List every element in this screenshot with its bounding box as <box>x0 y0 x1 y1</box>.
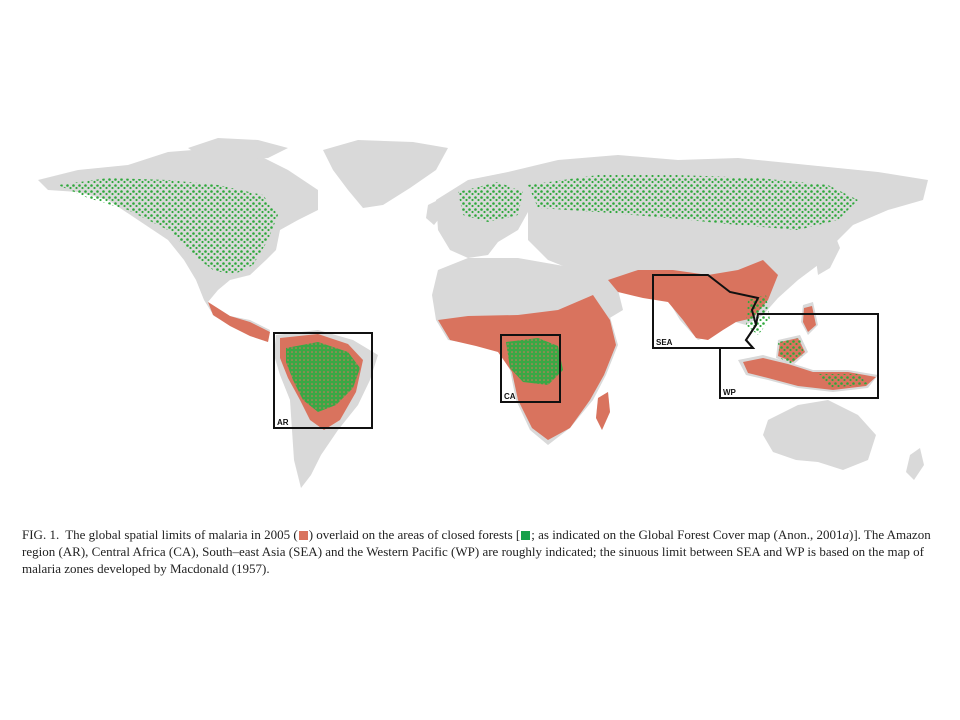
malaria-central-america <box>208 302 270 342</box>
forest-indonesia <box>778 338 868 388</box>
land-australia <box>763 400 876 470</box>
region-label-wp: WP <box>723 388 737 397</box>
caption-part-1: The global spatial limits of malaria in … <box>65 527 298 542</box>
forest-amazon <box>286 342 360 412</box>
malaria-philippines <box>803 306 816 332</box>
land-new-zealand <box>906 448 924 480</box>
region-labels: AR CA SEA WP <box>277 338 737 427</box>
land-japan <box>816 230 840 275</box>
region-box-sea <box>652 274 760 349</box>
caption-part-4: )]. The Amazon region (AR), Central Afri… <box>22 527 931 576</box>
region-label-ar: AR <box>277 418 289 427</box>
land-north-america <box>38 148 318 342</box>
malaria-madagascar <box>596 392 610 430</box>
caption-part-2: ) overlaid on the areas of closed forest… <box>308 527 521 542</box>
region-box-wp <box>719 313 879 399</box>
caption-part-3-italic: a <box>842 527 849 542</box>
region-box-ca <box>500 334 561 403</box>
forest-europe <box>458 182 523 222</box>
caption-part-3: ; as indicated on the Global Forest Cove… <box>531 527 843 542</box>
land-uk <box>426 200 442 225</box>
forest-layer <box>58 175 868 412</box>
land-greenland <box>323 140 448 208</box>
land-arabia <box>558 265 623 322</box>
malaria-swatch <box>298 531 308 540</box>
forest-siberia <box>528 175 858 230</box>
world-map: AR CA SEA WP <box>38 138 928 488</box>
region-box-ar <box>273 332 373 429</box>
region-boxes <box>273 274 879 429</box>
forest-congo <box>506 338 563 385</box>
region-label-ca: CA <box>504 392 516 401</box>
land-arctic-islands <box>188 138 288 160</box>
forest-swatch <box>521 531 531 540</box>
forest-north-america <box>58 178 278 275</box>
figure-caption: FIG. 1. The global spatial limits of mala… <box>22 526 940 577</box>
malaria-south-asia <box>608 260 778 340</box>
region-label-sea: SEA <box>656 338 673 347</box>
figure-label: FIG. 1. <box>22 527 60 542</box>
